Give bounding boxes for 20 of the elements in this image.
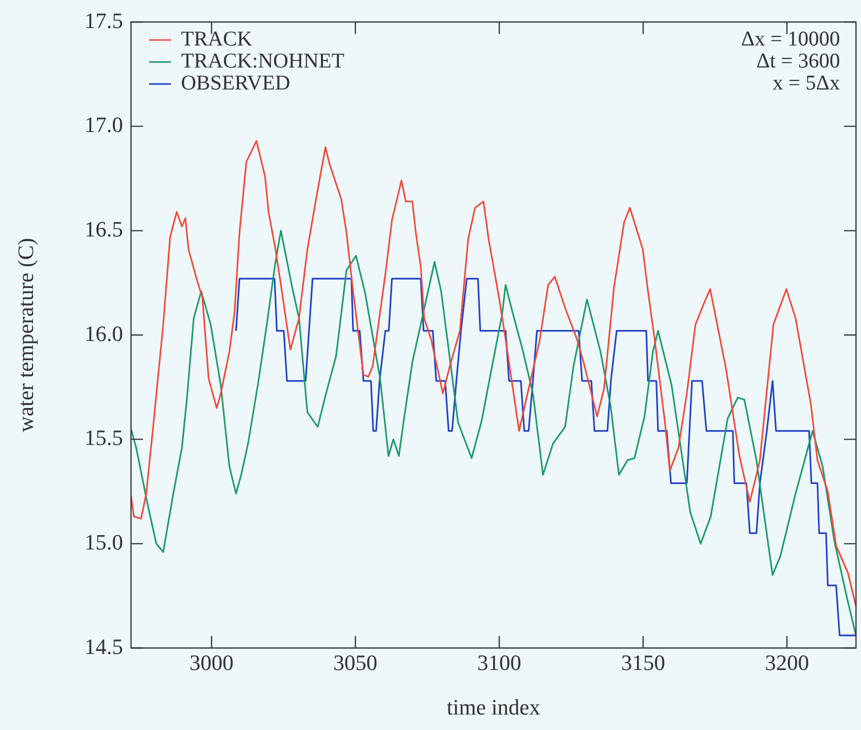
annotation: x = 5Δx: [772, 70, 840, 95]
x-tick-label: 3200: [764, 650, 809, 675]
x-axis-title: time index: [446, 694, 540, 720]
x-tick-label: 3100: [477, 650, 522, 675]
y-axis-title: water temperature (C): [12, 238, 38, 432]
annotation: Δx = 10000: [741, 26, 840, 51]
y-tick-label: 17.0: [84, 112, 123, 138]
legend-label: TRACK:NOHNET: [181, 48, 344, 73]
y-tick-label: 14.5: [84, 634, 123, 659]
legend-label: TRACK: [181, 26, 252, 51]
x-tick-label: 3050: [333, 650, 378, 675]
y-tick-label: 15.5: [84, 425, 123, 450]
x-tick-label: 3150: [621, 650, 666, 675]
annotation: Δt = 3600: [756, 48, 840, 73]
y-tick-label: 16.5: [84, 216, 123, 242]
legend-label: OBSERVED: [181, 70, 290, 95]
y-tick-label: 17.5: [84, 8, 123, 33]
y-tick-label: 15.0: [84, 529, 123, 554]
y-tick-label: 16.0: [84, 320, 123, 346]
x-tick-label: 3000: [190, 650, 234, 675]
